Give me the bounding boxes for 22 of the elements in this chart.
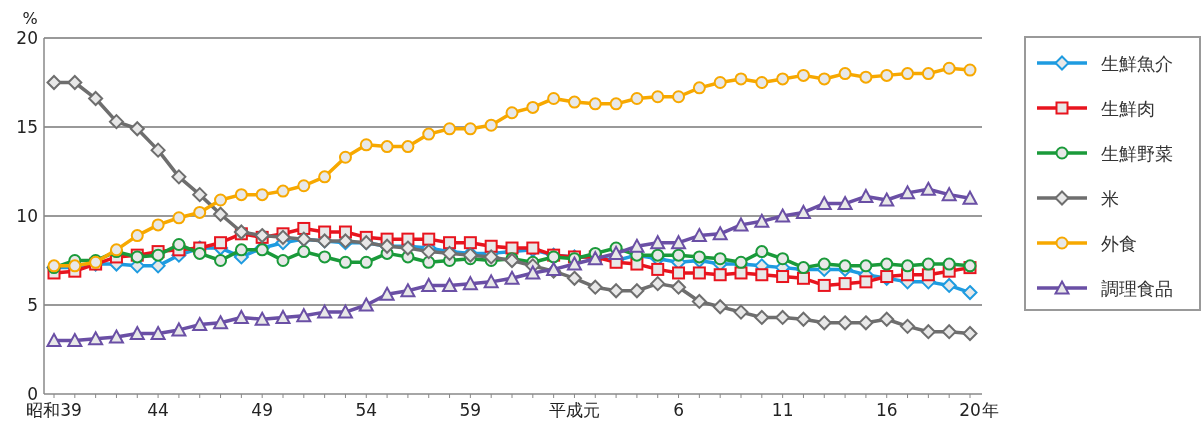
x-tick-label: 49 bbox=[251, 400, 273, 420]
legend-label: 生鮮肉 bbox=[1101, 98, 1155, 119]
legend-label: 生鮮野菜 bbox=[1101, 143, 1173, 164]
x-tick-label: 59 bbox=[459, 400, 482, 420]
y-tick-label: 15 bbox=[16, 117, 38, 137]
x-tick-label: 昭和39 bbox=[26, 400, 82, 420]
x-tick-label: 平成元 bbox=[548, 400, 600, 420]
x-tick-label: 20 bbox=[959, 400, 981, 420]
legend-label: 米 bbox=[1101, 188, 1119, 209]
y-axis-title: % bbox=[22, 9, 38, 28]
x-axis-title: 年 bbox=[982, 400, 999, 420]
legend-label: 外食 bbox=[1101, 233, 1137, 254]
y-tick-label: 5 bbox=[27, 295, 38, 315]
x-tick-label: 16 bbox=[875, 400, 898, 420]
y-tick-label: 10 bbox=[16, 206, 38, 226]
x-tick-label: 54 bbox=[355, 400, 378, 420]
x-tick-label: 44 bbox=[147, 400, 169, 420]
legend-label: 調理食品 bbox=[1101, 278, 1173, 299]
y-tick-label: 20 bbox=[16, 28, 38, 48]
x-tick-label: 11 bbox=[771, 400, 794, 420]
legend-label: 生鮮魚介 bbox=[1101, 53, 1173, 74]
x-tick-label: 6 bbox=[673, 400, 684, 420]
